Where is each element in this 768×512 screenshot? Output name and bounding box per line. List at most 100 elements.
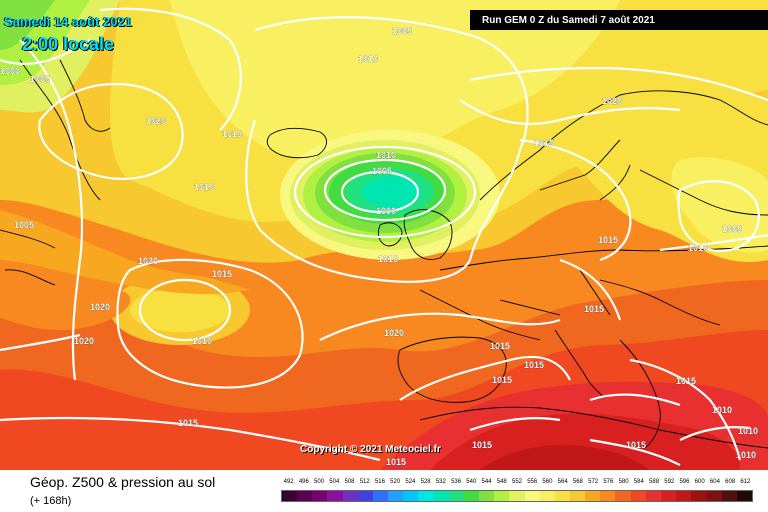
scale-value: 576 — [603, 479, 614, 485]
isobar-label: 1015 — [584, 304, 604, 314]
scale-swatch — [676, 491, 692, 501]
scale-swatch — [569, 491, 586, 501]
isobar-label: 1020 — [384, 328, 404, 338]
scale-value: 588 — [649, 479, 660, 485]
scale-swatch — [736, 491, 752, 501]
scale-swatch — [585, 491, 601, 501]
isobar-label: 1015 — [378, 254, 398, 264]
scale-swatch — [691, 491, 707, 501]
scale-swatch — [463, 491, 480, 501]
isobar-label: 1015 — [490, 341, 510, 351]
isobar-label: 1015 — [534, 138, 554, 148]
isobar-label: 1015 — [524, 360, 544, 370]
isobar-label: 1010 — [738, 426, 758, 436]
isobar-label: 1020 — [602, 96, 622, 106]
scale-value: 568 — [572, 479, 583, 485]
scale-swatch — [342, 491, 358, 501]
scale-value: 544 — [481, 479, 492, 485]
scale-value: 600 — [694, 479, 705, 485]
scale-value: 532 — [435, 479, 446, 485]
scale-swatch — [372, 491, 389, 501]
scale-swatch — [327, 491, 343, 501]
isobar-label: 1005 — [14, 220, 34, 230]
isobar-label: 1010 — [688, 243, 708, 253]
scale-swatch — [494, 491, 510, 501]
isobar-label: 1010 — [358, 54, 378, 64]
isobar-label: 1000 — [0, 66, 20, 76]
scale-value: 508 — [344, 479, 355, 485]
run-info: Run GEM 0 Z du Samedi 7 août 2021 — [470, 10, 768, 30]
scale-value: 608 — [725, 479, 736, 485]
scale-value: 524 — [405, 479, 416, 485]
footer-title: Géop. Z500 & pression au sol — [30, 474, 216, 490]
isobar-label: 1015 — [626, 440, 646, 450]
scale-swatch — [615, 491, 631, 501]
scale-value: 596 — [679, 479, 690, 485]
scale-swatch — [600, 491, 616, 501]
run-info-text: Run GEM 0 Z du Samedi 7 août 2021 — [482, 14, 655, 26]
isobar-label: 1010 — [712, 405, 732, 415]
scale-value: 548 — [496, 479, 507, 485]
scale-value: 564 — [557, 479, 568, 485]
scale-value: 512 — [359, 479, 370, 485]
scale-swatch — [706, 491, 722, 501]
scale-value: 492 — [283, 479, 294, 485]
isobar-label: 1005 — [392, 26, 412, 36]
isobar-label: 1015 — [386, 457, 406, 467]
isobar-label: 1020 — [74, 336, 94, 346]
scale-swatch — [357, 491, 373, 501]
scale-value: 516 — [374, 479, 385, 485]
isobar-label: 1015 — [492, 375, 512, 385]
isobar-label: 1015 — [194, 182, 214, 192]
isobar-label: 1020 — [90, 302, 110, 312]
isobar-label: 1010 — [192, 336, 212, 346]
isobar-label: 1005 — [30, 74, 50, 84]
isobar-labels: 1005 1010 1000 1005 1020 1015 1010 1005 … — [0, 26, 758, 467]
color-scale-labels: 492 496 500 504 508 512 516 520 524 528 532 536 540 5… — [281, 479, 753, 489]
scale-value: 540 — [466, 479, 477, 485]
field-560 — [170, 0, 620, 159]
scale-value: 612 — [740, 479, 751, 485]
scale-value: 592 — [664, 479, 675, 485]
scale-swatch — [282, 491, 298, 501]
scale-swatch — [539, 491, 555, 501]
scale-value: 552 — [511, 479, 522, 485]
scale-swatch — [388, 491, 404, 501]
scale-swatch — [509, 491, 525, 501]
scale-value: 556 — [527, 479, 538, 485]
scale-swatch — [721, 491, 737, 501]
isobar-label: 1005 — [722, 224, 742, 234]
forecast-date: Samedi 14 août 2021 — [4, 14, 132, 29]
scale-swatch — [433, 491, 449, 501]
scale-swatch — [403, 491, 419, 501]
scale-value: 536 — [451, 479, 462, 485]
scale-swatch — [448, 491, 464, 501]
copyright-text: Copyright © 2021 Meteociel.fr — [300, 444, 441, 455]
scale-swatch — [524, 491, 540, 501]
isobar-label: 1005 — [372, 166, 392, 176]
isobar-label: 1010 — [736, 450, 756, 460]
scale-value: 504 — [329, 479, 340, 485]
weather-map: 1005 1010 1000 1005 1020 1015 1010 1005 … — [0, 0, 768, 470]
scale-value: 520 — [390, 479, 401, 485]
isobar-label: 1015 — [472, 440, 492, 450]
isobar-label: 1000 — [376, 206, 396, 216]
isobars — [0, 7, 768, 466]
scale-swatch — [660, 491, 677, 501]
scale-swatch — [479, 491, 495, 501]
isobar-label: 1015 — [212, 269, 232, 279]
scale-value: 572 — [588, 479, 599, 485]
scale-swatch — [630, 491, 646, 501]
scale-swatch — [554, 491, 570, 501]
forecast-time: 2:00 locale — [22, 34, 115, 54]
isobar-label: 1015 — [676, 376, 696, 386]
color-scale-bar — [281, 490, 753, 502]
footer-subtitle: (+ 168h) — [30, 495, 72, 507]
scale-value: 528 — [420, 479, 431, 485]
scale-value: 580 — [618, 479, 629, 485]
isobar-label: 1020 — [146, 116, 166, 126]
scale-swatch — [645, 491, 661, 501]
scale-swatch — [418, 491, 434, 501]
isobar-label: 1010 — [376, 150, 396, 160]
scale-swatch — [297, 491, 313, 501]
